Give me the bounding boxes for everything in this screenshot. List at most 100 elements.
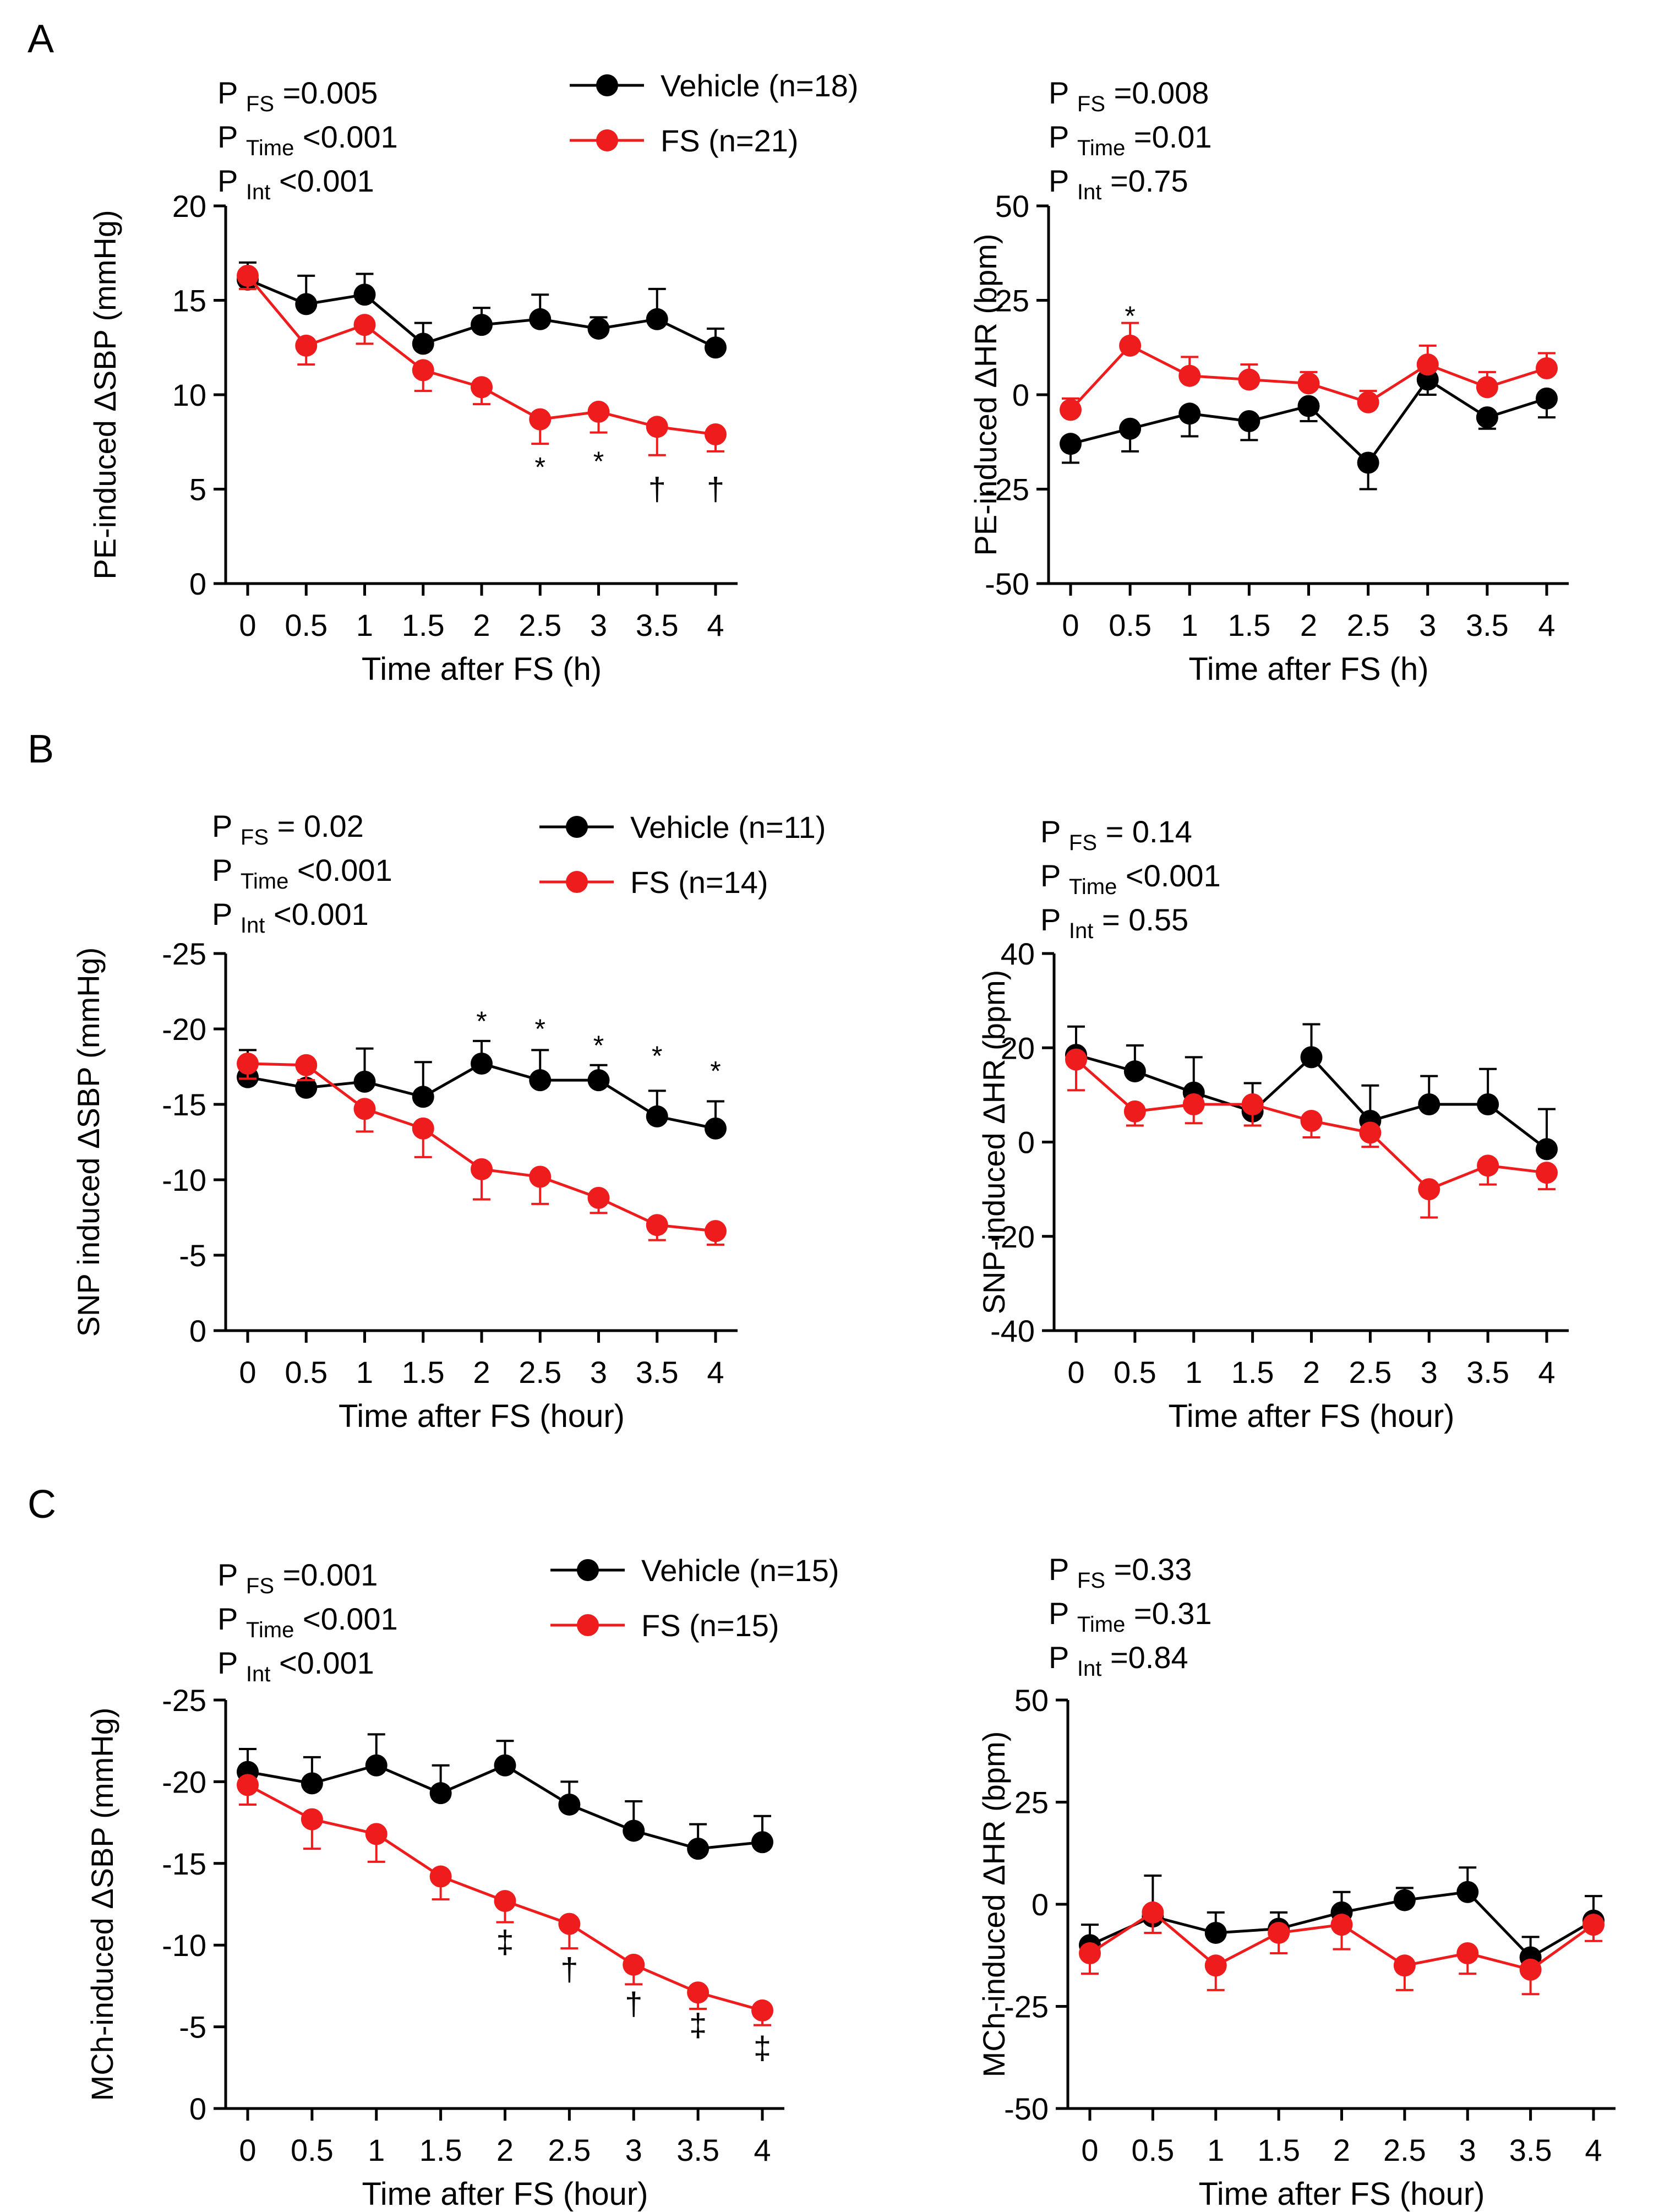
stat-line: P Time <0.001 <box>217 1601 398 1642</box>
series-fs <box>237 264 727 456</box>
stat-value: <0.001 <box>1117 858 1220 893</box>
data-point <box>1060 433 1082 455</box>
stat-sub: FS <box>246 1574 274 1598</box>
stat-line: P FS = 0.14 <box>1040 814 1192 855</box>
stat-p: P <box>217 164 246 198</box>
stat-p: P <box>1049 164 1077 198</box>
stat-sub: FS <box>1077 92 1105 116</box>
stat-value: <0.001 <box>288 853 392 887</box>
data-point <box>587 1069 610 1092</box>
data-point <box>1582 1914 1605 1936</box>
series-vehicle <box>1060 368 1558 491</box>
x-tick-label: 1 <box>1185 1355 1202 1390</box>
y-tick-label: -10 <box>162 1928 206 1963</box>
data-point <box>471 1158 493 1180</box>
stat-line: P Time =0.01 <box>1049 119 1212 160</box>
data-point <box>1204 1954 1227 1977</box>
stat-sub: Int <box>1069 919 1093 943</box>
x-axis-title: Time after FS (hour) <box>1199 2176 1485 2212</box>
stat-sub: FS <box>241 825 269 849</box>
data-point <box>1241 1093 1264 1115</box>
data-point <box>471 314 493 336</box>
stat-line: P Int <0.001 <box>217 1646 374 1686</box>
data-point <box>295 1076 318 1099</box>
x-axis-title: Time after FS (h) <box>362 651 602 687</box>
series-line <box>247 1763 763 1850</box>
stat-line: P Time <0.001 <box>217 119 398 160</box>
y-tick-label: -25 <box>162 1683 206 1718</box>
data-point <box>1418 1093 1440 1115</box>
data-point <box>1204 1921 1227 1944</box>
legend-label: Vehicle (n=15) <box>641 1553 839 1588</box>
data-point <box>1297 372 1320 395</box>
data-point <box>1268 1921 1290 1944</box>
data-point <box>412 1086 434 1108</box>
data-point <box>353 1098 376 1120</box>
data-point <box>1416 353 1439 376</box>
data-point <box>687 1981 710 2004</box>
stat-p: P <box>1049 119 1077 154</box>
series-fs <box>1065 1048 1558 1219</box>
significance-marker: ‡ <box>496 1924 514 1960</box>
y-tick-label: 10 <box>172 378 206 412</box>
stat-line: P FS =0.33 <box>1049 1552 1192 1593</box>
stat-value: =0.84 <box>1101 1640 1188 1675</box>
stat-sub: FS <box>1069 831 1097 855</box>
x-tick-label: 2.5 <box>519 608 561 642</box>
stat-p: P <box>217 119 246 154</box>
data-point <box>705 336 727 359</box>
x-tick-label: 3.5 <box>636 1355 679 1390</box>
data-point <box>1357 451 1379 474</box>
stat-sub: Int <box>1077 1657 1101 1681</box>
stat-value: <0.001 <box>270 1646 374 1680</box>
data-point <box>751 1999 773 2022</box>
stat-sub: Time <box>1077 1612 1125 1637</box>
data-point <box>365 1823 388 1845</box>
data-point <box>587 1186 610 1209</box>
panel-A-left: A 0 5 10 15 20 0 0.5 1 1.5 2 2.5 3 3.5 4 Time after FS … <box>28 17 859 687</box>
data-point <box>1060 399 1082 421</box>
y-tick-label: 20 <box>172 189 206 224</box>
data-point <box>301 1772 323 1795</box>
stat-value: =0.008 <box>1105 75 1209 110</box>
stat-p: P <box>212 853 241 887</box>
stat-sub: Time <box>1069 875 1117 899</box>
data-point <box>1536 387 1558 410</box>
panel-A-right: -50 -25 0 25 50 0 0.5 1 1.5 2 2.5 3 3.5 4 Time after F… <box>968 75 1569 687</box>
data-point <box>1393 1954 1416 1977</box>
x-tick-label: 1.5 <box>1231 1355 1274 1390</box>
significance-marker: * <box>535 451 545 482</box>
stat-value: =0.001 <box>274 1557 378 1592</box>
significance-marker: * <box>710 1056 721 1087</box>
data-point <box>529 1069 552 1092</box>
legend-marker <box>566 816 588 838</box>
y-axis-title: SNP induced ΔSBP (mmHg) <box>71 947 106 1337</box>
panel-C-left: C 0 -5 -10 -15 -20 -25 0 0.5 1 1.5 2 2.5 3 3.5 4 Time af… <box>28 1483 839 2212</box>
x-tick-label: 1 <box>1207 2133 1224 2167</box>
data-point <box>429 1865 452 1888</box>
data-point <box>558 1913 581 1935</box>
legend-label: FS (n=15) <box>641 1608 779 1643</box>
data-point <box>646 416 668 438</box>
stat-line: P Int = 0.55 <box>1040 902 1188 943</box>
data-point <box>1065 1048 1087 1071</box>
data-point <box>587 400 610 423</box>
data-point <box>1476 376 1498 399</box>
stat-p: P <box>1049 75 1077 110</box>
significance-marker: ‡ <box>689 2008 707 2044</box>
stat-line: P Int <0.001 <box>217 164 374 204</box>
x-tick-label: 1 <box>356 1355 373 1390</box>
data-point <box>1178 364 1201 387</box>
y-tick-label: -20 <box>990 1219 1035 1254</box>
data-point <box>1238 368 1260 391</box>
stat-p: P <box>1049 1596 1077 1631</box>
x-tick-label: 3 <box>1419 608 1436 642</box>
x-tick-label: 2 <box>473 608 490 642</box>
data-point <box>412 333 434 355</box>
x-tick-label: 1.5 <box>402 1355 445 1390</box>
stat-p: P <box>1040 814 1069 849</box>
data-point <box>1416 368 1439 391</box>
data-point <box>1536 1162 1558 1184</box>
data-point <box>705 423 727 446</box>
data-point <box>1297 395 1320 417</box>
